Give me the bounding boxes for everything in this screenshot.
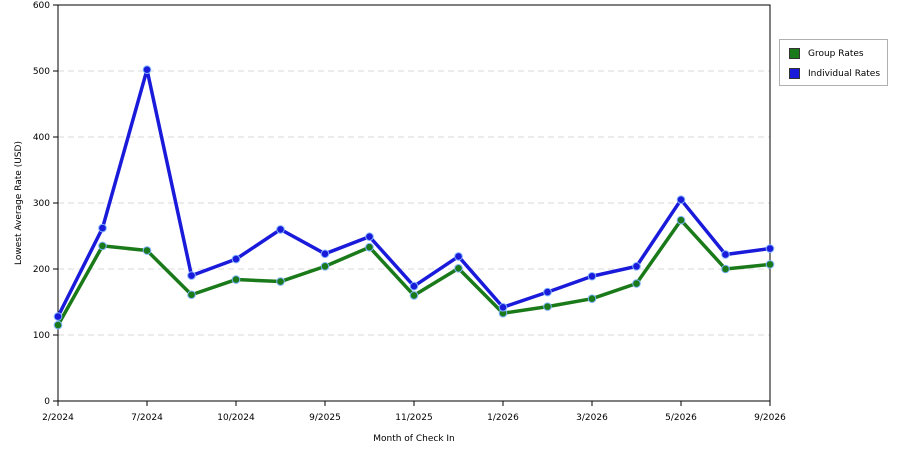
- data-point-individual-rates: [632, 262, 641, 271]
- y-tick-label: 600: [33, 1, 50, 11]
- data-point-group-rates: [142, 246, 152, 255]
- series-group: [53, 65, 775, 330]
- y-tick-label: 200: [33, 265, 50, 275]
- data-point-individual-rates: [498, 302, 508, 312]
- data-point-individual-rates: [276, 225, 285, 234]
- y-axis-ticks: 0 100 200 300 400 500 600: [33, 1, 58, 407]
- x-tick-label: 10/2024: [217, 413, 255, 423]
- data-point-individual-rates: [365, 232, 374, 241]
- data-point-group-rates: [409, 291, 419, 300]
- data-point-individual-rates: [676, 195, 686, 204]
- x-tick-label: 3/2026: [576, 413, 608, 423]
- data-point-individual-rates: [53, 312, 63, 321]
- data-point-individual-rates: [765, 244, 775, 253]
- data-point-individual-rates: [454, 252, 463, 261]
- y-axis-title: Lowest Average Rate (USD): [14, 141, 24, 265]
- x-axis-ticks: 2/2024 7/2024 10/2024 9/2025 11/2025 1/2026 3/…: [42, 401, 786, 423]
- data-point-group-rates: [454, 264, 463, 273]
- data-point-individual-rates: [231, 254, 241, 264]
- legend-item-individual-rates: Individual Rates: [789, 68, 880, 79]
- data-point-group-rates: [543, 302, 552, 311]
- data-point-group-rates: [632, 279, 641, 288]
- legend-swatch-individual-rates: [789, 68, 800, 79]
- data-point-group-rates: [98, 241, 107, 251]
- series-line-group-rates: [56, 218, 772, 327]
- y-tick-label: 300: [33, 199, 50, 209]
- y-tick-label: 100: [33, 331, 50, 341]
- data-point-group-rates: [365, 242, 374, 252]
- x-tick-label: 2/2024: [42, 413, 74, 423]
- x-tick-label: 9/2025: [309, 413, 341, 423]
- x-tick-label: 11/2025: [395, 413, 432, 423]
- data-point-individual-rates: [142, 65, 152, 74]
- data-point-group-rates: [587, 294, 597, 304]
- data-point-individual-rates: [320, 249, 330, 259]
- data-point-individual-rates: [721, 250, 730, 259]
- data-point-individual-rates: [409, 281, 419, 291]
- legend-item-group-rates: Group Rates: [789, 48, 864, 59]
- data-point-individual-rates: [98, 223, 107, 233]
- y-tick-label: 500: [33, 67, 50, 77]
- data-point-individual-rates: [187, 271, 196, 280]
- legend-swatch-group-rates: [789, 48, 800, 59]
- data-point-individual-rates: [543, 287, 552, 297]
- data-point-group-rates: [276, 277, 285, 286]
- data-point-group-rates: [765, 260, 775, 269]
- y-tick-label: 400: [33, 133, 50, 143]
- data-point-group-rates: [187, 290, 196, 300]
- grid-lines: [58, 70, 770, 336]
- legend-label-individual-rates: Individual Rates: [808, 68, 881, 79]
- data-point-group-rates: [320, 262, 330, 271]
- series-line-individual-rates: [56, 67, 772, 319]
- data-point-group-rates: [676, 215, 686, 225]
- x-tick-label: 5/2026: [665, 413, 697, 423]
- x-tick-label: 7/2024: [131, 413, 163, 423]
- data-point-group-rates: [721, 264, 730, 274]
- data-point-group-rates: [53, 320, 63, 330]
- legend-label-group-rates: Group Rates: [808, 48, 864, 59]
- data-point-individual-rates: [587, 271, 597, 281]
- legend: Group Rates Individual Rates: [779, 39, 888, 86]
- x-tick-label: 9/2026: [754, 413, 786, 423]
- x-tick-label: 1/2026: [487, 413, 519, 423]
- x-axis-title: Month of Check In: [373, 434, 455, 444]
- data-point-group-rates: [231, 275, 241, 284]
- y-tick-label: 0: [44, 397, 50, 407]
